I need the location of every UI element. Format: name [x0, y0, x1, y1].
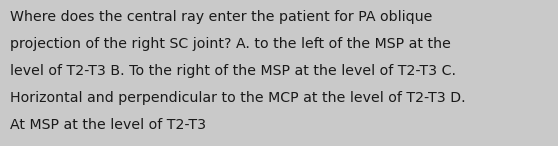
- Text: level of T2-T3 B. To the right of the MSP at the level of T2-T3 C.: level of T2-T3 B. To the right of the MS…: [10, 64, 456, 78]
- Text: Horizontal and perpendicular to the MCP at the level of T2-T3 D.: Horizontal and perpendicular to the MCP …: [10, 91, 466, 105]
- Text: At MSP at the level of T2-T3: At MSP at the level of T2-T3: [10, 118, 206, 132]
- Text: projection of the right SC joint? A. to the left of the MSP at the: projection of the right SC joint? A. to …: [10, 37, 451, 51]
- Text: Where does the central ray enter the patient for PA oblique: Where does the central ray enter the pat…: [10, 10, 432, 24]
